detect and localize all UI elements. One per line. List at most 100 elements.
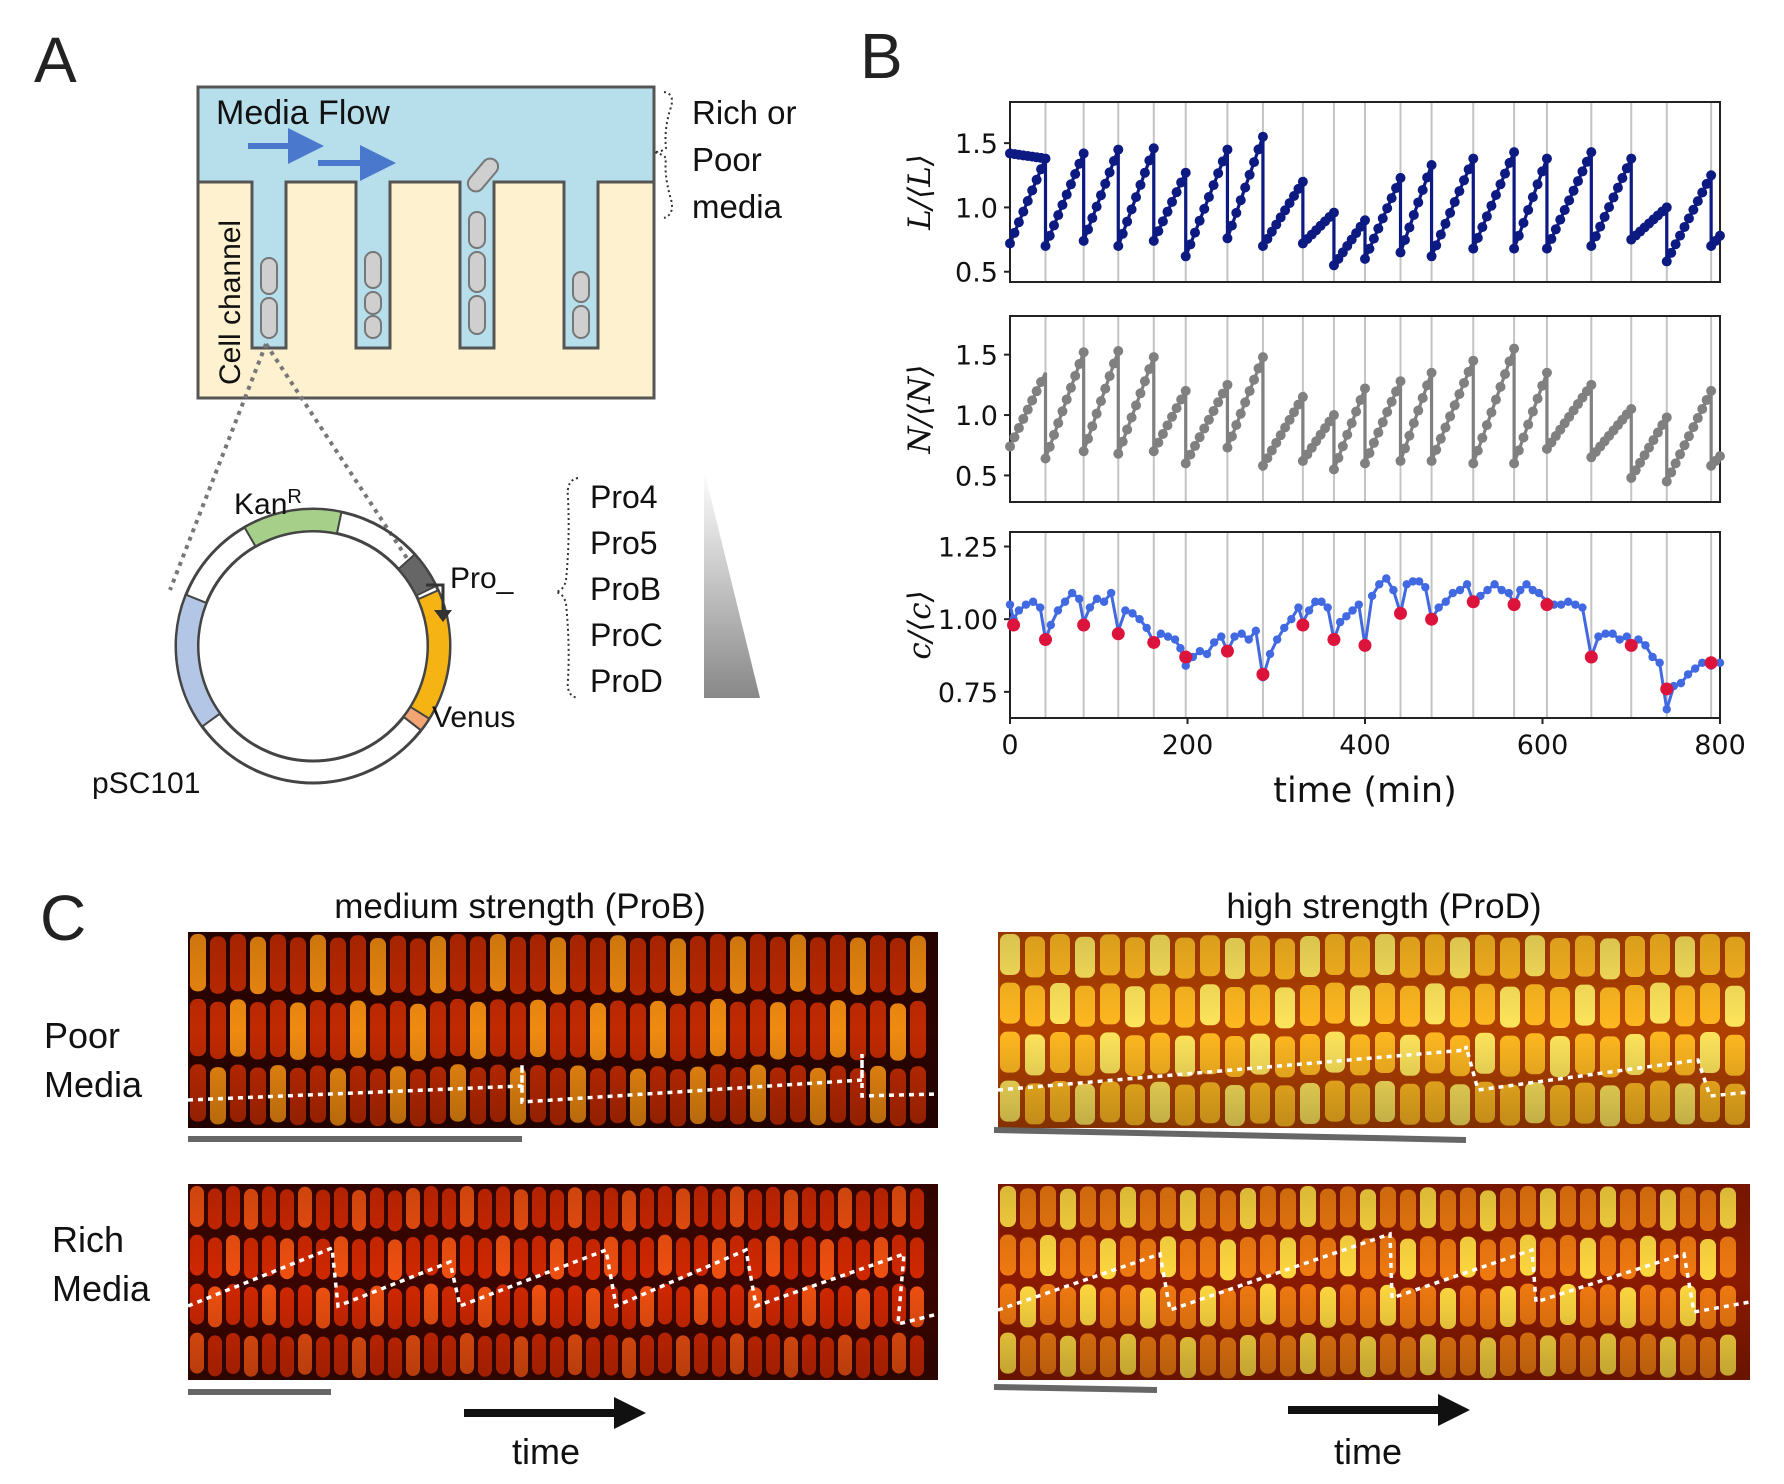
panel-label-a: A — [34, 24, 77, 96]
data-point — [1194, 432, 1205, 443]
scale-bar — [993, 1384, 1158, 1393]
data-point — [1527, 192, 1538, 203]
data-point — [1386, 193, 1397, 204]
data-point — [1148, 446, 1159, 457]
data-point — [1564, 597, 1573, 606]
data-point — [1048, 220, 1059, 231]
data-point — [1477, 222, 1488, 233]
data-point — [1014, 606, 1024, 615]
data-point — [1449, 400, 1460, 411]
data-point — [1128, 609, 1137, 618]
data-point — [1180, 458, 1191, 469]
data-point — [1328, 207, 1339, 218]
data-point — [1226, 220, 1237, 231]
data-point — [1490, 580, 1499, 589]
data-point — [1240, 182, 1251, 193]
data-point — [1289, 191, 1299, 201]
data-point — [1053, 210, 1064, 221]
data-point — [1683, 670, 1693, 679]
data-point — [1586, 147, 1597, 158]
data-point — [1426, 455, 1437, 466]
data-point — [1595, 221, 1606, 232]
data-point — [1337, 441, 1348, 452]
strength-gradient-triangle — [704, 470, 760, 698]
data-point — [1373, 223, 1384, 234]
cell-size-trace — [187, 1245, 939, 1327]
x-axis-label: time (min) — [1273, 771, 1457, 811]
data-point — [1408, 209, 1419, 220]
plasmid-map: KanR Pro_ Venus pSC101 — [92, 486, 515, 800]
data-point — [1513, 230, 1524, 241]
cell-channel-label: Cell channel — [214, 220, 247, 385]
data-point — [1608, 192, 1619, 203]
data-point — [1630, 465, 1641, 476]
data-point — [1426, 160, 1437, 170]
time-label-left: time — [512, 1431, 580, 1472]
data-point — [1459, 175, 1470, 186]
kymo-high-rich — [997, 1184, 1751, 1380]
promoter-arrow-icon — [426, 583, 445, 612]
cell — [364, 251, 382, 289]
data-point — [1497, 585, 1506, 595]
data-point — [1139, 376, 1150, 387]
data-point — [1697, 404, 1708, 414]
data-point — [1537, 166, 1548, 177]
data-point — [1226, 431, 1237, 442]
data-point — [1537, 380, 1548, 391]
time-arrowhead-icon — [1438, 1394, 1470, 1426]
data-point — [1171, 403, 1182, 414]
data-point — [1661, 476, 1672, 487]
data-point — [1162, 420, 1173, 431]
x-tick-label: 0 — [1001, 730, 1018, 761]
data-point — [1661, 202, 1672, 213]
data-point — [1036, 164, 1047, 175]
data-point — [1209, 638, 1219, 647]
data-point — [1070, 370, 1081, 381]
promoter-library: Pro4 Pro5 ProB ProC ProD — [555, 470, 760, 699]
data-point — [1013, 217, 1024, 228]
plot-2: 0.5 1.0 1.5 N/⟨N⟩ — [902, 315, 1725, 503]
data-point — [1644, 442, 1654, 453]
cell — [572, 305, 590, 339]
data-point — [1280, 205, 1291, 216]
data-point — [1509, 343, 1520, 354]
y-axis-label: c/⟨c⟩ — [902, 590, 938, 659]
data-point — [1612, 182, 1623, 193]
data-point — [1009, 432, 1020, 443]
data-point — [1395, 455, 1406, 466]
division-marker — [1584, 650, 1598, 664]
data-point — [1213, 168, 1224, 179]
data-point — [1157, 429, 1168, 440]
data-point — [1639, 450, 1650, 461]
data-point — [1495, 179, 1506, 190]
data-point — [1527, 406, 1538, 417]
data-point — [1091, 408, 1102, 419]
column-title-medium: medium strength (ProB) — [334, 887, 706, 926]
data-point — [1666, 467, 1677, 478]
data-point — [1504, 588, 1513, 598]
data-point — [1472, 232, 1483, 243]
data-point — [1594, 632, 1603, 641]
data-point — [1289, 407, 1299, 418]
data-point — [1194, 215, 1205, 226]
data-point — [1222, 442, 1233, 453]
data-point — [1495, 381, 1506, 392]
device-outline — [196, 85, 656, 400]
data-point — [1060, 597, 1070, 606]
data-point — [1189, 440, 1200, 451]
data-point — [1688, 204, 1699, 215]
data-point — [1342, 612, 1351, 621]
time-label-right: time — [1334, 1431, 1402, 1472]
data-point — [1005, 441, 1015, 452]
data-point — [1662, 705, 1671, 714]
data-point — [1568, 185, 1579, 196]
y-tick-label: 1.0 — [955, 401, 998, 432]
data-point — [1104, 167, 1115, 178]
data-point — [1490, 394, 1501, 405]
division-marker — [1358, 638, 1372, 652]
data-point — [1550, 224, 1561, 235]
data-point — [1284, 414, 1295, 425]
data-point — [1053, 606, 1063, 615]
data-point — [1167, 196, 1178, 207]
data-point — [1222, 379, 1233, 390]
